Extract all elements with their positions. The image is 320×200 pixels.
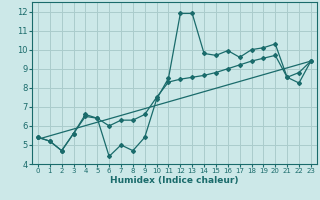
X-axis label: Humidex (Indice chaleur): Humidex (Indice chaleur) [110,176,239,185]
